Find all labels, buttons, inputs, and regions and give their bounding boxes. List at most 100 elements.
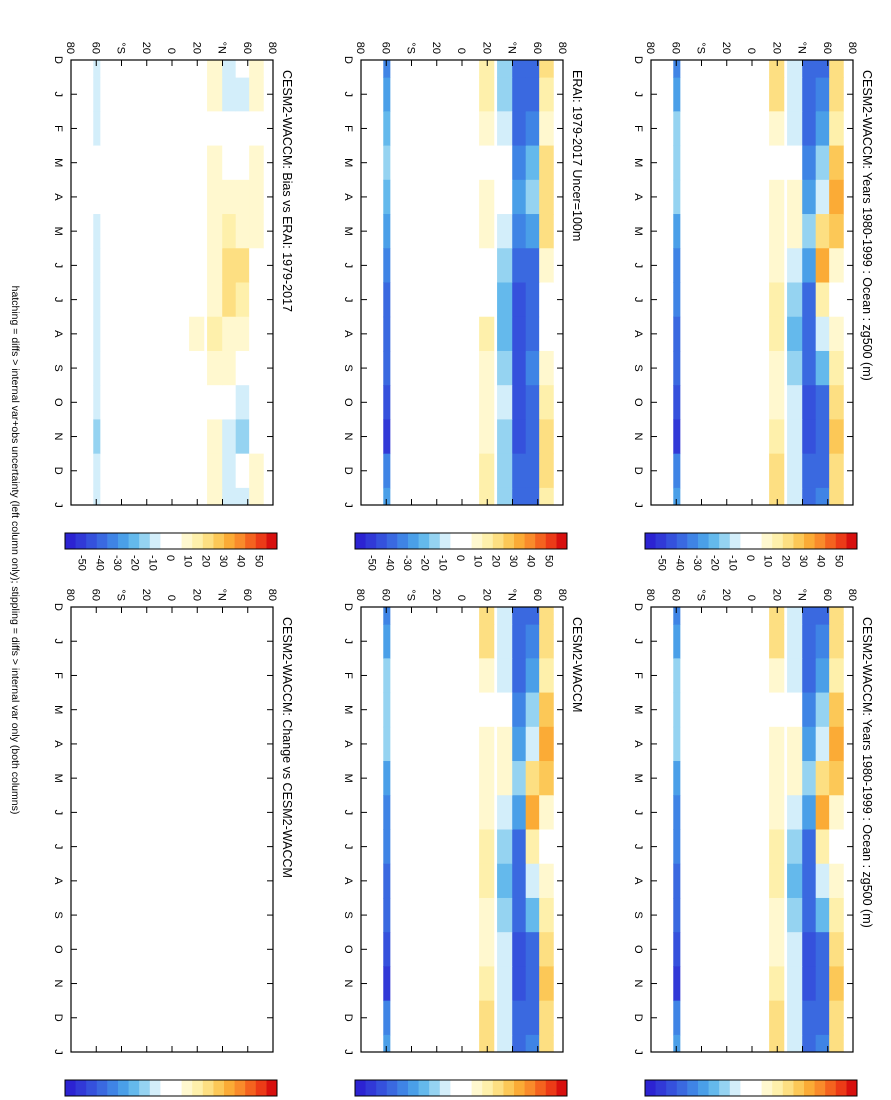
y-tick-label: 80: [846, 589, 858, 601]
heatmap-cell: [510, 60, 526, 78]
heatmap-cell: [497, 316, 513, 352]
heatmap-cell: [248, 111, 264, 147]
heatmap-cell: [524, 453, 540, 489]
heatmap-cell: [383, 350, 391, 386]
heatmap-cell: [524, 932, 540, 967]
heatmap-cell: [248, 179, 264, 215]
heatmap-cell: [673, 60, 681, 78]
heatmap-cell: [497, 77, 513, 112]
heatmap-cell: [787, 863, 803, 899]
heatmap-cell: [479, 179, 495, 215]
heatmap-cell: [828, 145, 844, 181]
heatmap-cell: [497, 761, 513, 796]
heatmap-cell: [673, 282, 681, 318]
x-tick-label: J: [342, 263, 354, 269]
x-tick-label: D: [52, 603, 64, 611]
heatmap-cell: [479, 350, 495, 386]
heatmap-cell: [828, 385, 844, 420]
heatmap-cell: [383, 419, 391, 455]
colorbar-swatch: [697, 533, 709, 549]
colorbar-tick-label: 40: [525, 555, 537, 567]
heatmap-cell: [234, 282, 250, 318]
x-tick-label: D: [342, 603, 354, 611]
x-tick-label: J: [632, 263, 644, 269]
colorbar-swatch: [771, 533, 783, 549]
x-tick-label: M: [52, 774, 64, 783]
colorbar-swatch: [354, 533, 366, 549]
heatmap-cell: [479, 624, 495, 659]
y-tick-label: 60: [821, 589, 833, 601]
heatmap-cell: [479, 692, 495, 728]
heatmap-cell: [248, 248, 264, 283]
heatmap-cell: [220, 316, 236, 352]
y-tick-label: °N: [216, 42, 228, 54]
heatmap-cell: [220, 453, 236, 489]
x-tick-label: D: [52, 56, 64, 64]
heatmap-cell: [769, 726, 785, 762]
x-tick-label: F: [632, 125, 644, 132]
colorbar-swatch: [556, 1080, 567, 1096]
heatmap-cell: [673, 624, 681, 659]
y-tick-label: 60: [669, 589, 681, 601]
heatmap-cell: [814, 692, 830, 728]
colorbar-swatch: [128, 533, 140, 549]
y-tick-label: 80: [64, 42, 76, 54]
colorbar-tick-label: 10: [182, 555, 194, 567]
heatmap-cell: [787, 795, 803, 830]
heatmap-cell: [497, 829, 513, 865]
heatmap-cell: [769, 1000, 785, 1036]
x-tick-label: O: [342, 398, 354, 407]
heatmap-cell: [800, 248, 816, 283]
heatmap-cell: [673, 316, 681, 352]
colorbar-frame: [644, 1079, 858, 1097]
heatmap-cell: [220, 111, 236, 147]
heatmap-cell: [497, 60, 513, 78]
colorbar-tick-label: 30: [797, 555, 809, 567]
x-tick-label: F: [632, 672, 644, 679]
x-tick-label: A: [52, 740, 64, 748]
heatmap-cell: [248, 453, 264, 489]
y-tick-label: °S: [115, 589, 127, 601]
heatmap-cell: [769, 863, 785, 899]
heatmap-cell: [383, 453, 391, 489]
colorbar-swatch: [503, 533, 514, 549]
heatmap-cell: [769, 932, 785, 967]
colorbar-swatch: [740, 533, 751, 549]
x-tick-label: O: [52, 398, 64, 407]
colorbar-swatch: [676, 1080, 688, 1096]
panel-title: ERAI: 1979-2017 Uncer=100m: [570, 70, 584, 241]
heatmap-cell: [479, 761, 495, 796]
heatmap-cell: [524, 214, 540, 249]
heatmap-cell: [383, 145, 391, 181]
heatmap-cell: [769, 385, 785, 420]
x-tick-label: N: [52, 980, 64, 988]
heatmap-cell: [220, 350, 236, 386]
colorbar-swatch: [534, 1080, 546, 1096]
heatmap-cell: [800, 453, 816, 489]
heatmap-cell: [93, 453, 101, 489]
heatmap-cell: [524, 692, 540, 728]
heatmap-cell: [524, 624, 540, 659]
colorbar-swatch: [181, 1080, 193, 1096]
colorbar-swatch: [824, 533, 836, 549]
heatmap-cell: [497, 795, 513, 830]
x-tick-label: J: [342, 638, 354, 644]
heatmap-cell: [248, 385, 264, 420]
heatmap-cell: [787, 658, 803, 694]
x-tick-label: D: [342, 56, 354, 64]
heatmap-cell: [207, 385, 223, 420]
heatmap-cell: [234, 453, 250, 489]
heatmap-cell: [787, 624, 803, 659]
x-tick-label: J: [632, 844, 644, 850]
x-tick-label: O: [52, 945, 64, 954]
colorbar-tick-label: -30: [111, 555, 123, 571]
x-tick-label: J: [632, 638, 644, 644]
heatmap-cell: [814, 316, 830, 352]
heatmap-cell: [828, 863, 844, 899]
heatmap-cell: [248, 487, 264, 505]
heatmap-cell: [234, 248, 250, 283]
heatmap-cell: [189, 179, 205, 215]
heatmap-cell: [787, 453, 803, 489]
y-tick-label: 20: [770, 42, 782, 54]
